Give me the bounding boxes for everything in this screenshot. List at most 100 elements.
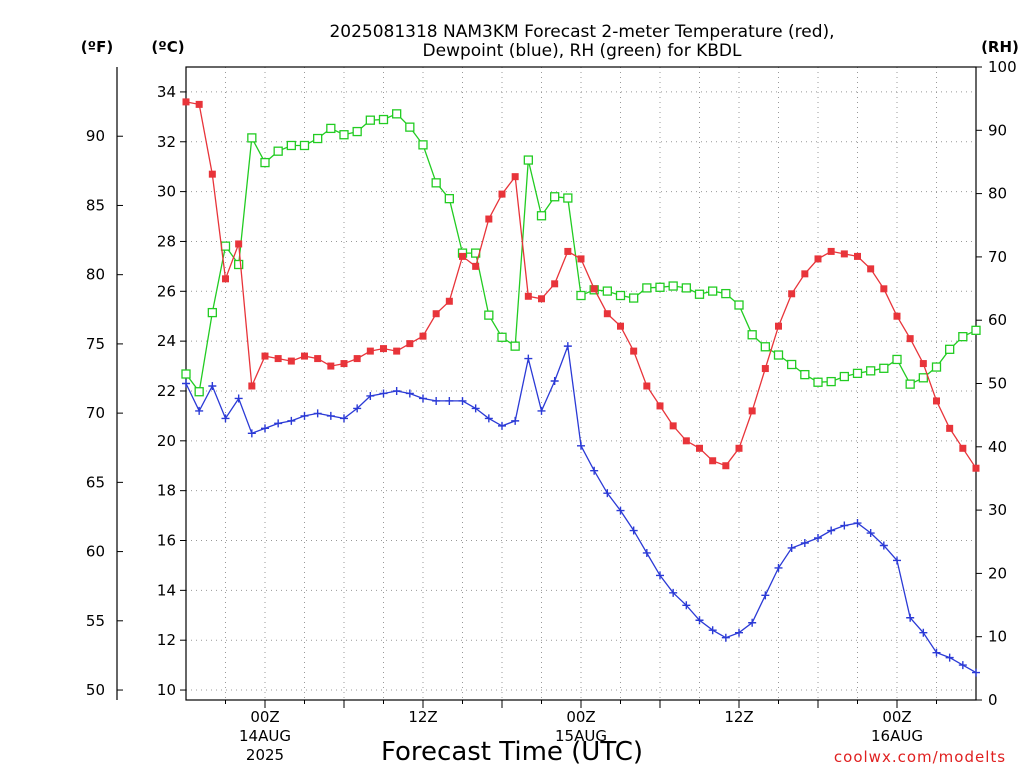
temperature-point (682, 437, 690, 445)
grid-lines (186, 67, 976, 700)
dewpoint-point (471, 404, 480, 413)
temperature-point (419, 332, 427, 340)
temperature-point (564, 247, 572, 255)
dewpoint-point (866, 529, 875, 538)
x-tick-label: 00Z (566, 708, 595, 726)
temperature-point (748, 407, 756, 415)
rh-point (918, 373, 928, 383)
dewpoint-point (340, 414, 348, 423)
dewpoint-point (721, 633, 730, 642)
dewpoint-point (642, 548, 651, 557)
rh-tick-label: 70 (988, 248, 1007, 266)
dewpoint-point (511, 416, 520, 425)
x-tick-label: 12Z (724, 708, 753, 726)
temperature-point (946, 424, 954, 432)
temperature-point (577, 255, 585, 263)
rh-point (392, 109, 402, 119)
left-c-axis: 10 12 14 16 18 20 22 24 26 28 30 32 34 (157, 83, 186, 699)
temperature-point (906, 335, 914, 343)
chart-title-line1: 2025081318 NAM3KM Forecast 2-meter Tempe… (329, 22, 834, 42)
dewpoint-point (616, 506, 625, 515)
c-tick-label: 20 (157, 432, 176, 450)
c-tick-label: 18 (157, 482, 176, 500)
dewpoint-point (537, 406, 546, 415)
rh-point (326, 123, 336, 134)
c-tick-label: 28 (157, 232, 176, 250)
dewpoint-point (300, 411, 309, 420)
temperature-point (669, 422, 677, 430)
x-tick-label: 12Z (408, 708, 437, 726)
temperature-point (867, 265, 875, 273)
rh-tick-label: 80 (988, 185, 1007, 203)
dewpoint-point (379, 389, 388, 398)
rh-point (339, 130, 349, 140)
celsius-unit-label: (ºC) (151, 38, 184, 56)
temperature-point (603, 310, 611, 318)
dewpoint-point (392, 386, 401, 395)
dewpoint-point (563, 342, 572, 351)
rh-point (668, 281, 678, 291)
temperature-point (630, 347, 638, 355)
dewpoint-point (274, 419, 283, 428)
rh-point (866, 366, 876, 376)
c-tick-label: 16 (157, 532, 176, 550)
rh-point (852, 368, 863, 379)
rh-point (747, 330, 757, 340)
temperature-point (459, 252, 466, 260)
temperature-point (643, 382, 651, 390)
rh-point (642, 283, 652, 293)
dewpoint-point (326, 411, 335, 420)
temperature-point (314, 355, 322, 363)
f-tick-label: 90 (86, 127, 105, 145)
rh-point (313, 133, 323, 144)
rh-point (800, 369, 810, 380)
rh-tick-label: 100 (988, 58, 1017, 76)
rh-point (629, 293, 639, 303)
rh-point (826, 376, 836, 387)
temperature-point (761, 365, 769, 373)
dewpoint-point (748, 618, 757, 627)
rh-point (444, 194, 454, 204)
rh-point (194, 387, 204, 397)
temperature-point (893, 312, 901, 320)
temperature-point (722, 462, 730, 470)
f-tick-label: 50 (86, 681, 105, 699)
temperature-point (551, 280, 559, 288)
temperature-point (235, 240, 243, 248)
plot-frame (185, 66, 977, 701)
dewpoint-point (234, 394, 243, 403)
temperature-point (432, 310, 440, 318)
c-tick-label: 24 (157, 332, 176, 350)
c-tick-label: 12 (157, 631, 176, 649)
rh-point (681, 283, 691, 293)
rh-point (273, 146, 283, 156)
rh-point (510, 341, 520, 351)
rh-point (760, 342, 770, 352)
rh-point (378, 114, 389, 125)
dewpoint-point (629, 526, 638, 535)
temperature-point (274, 355, 282, 363)
dewpoint-point (787, 543, 796, 552)
dewpoint-point (484, 414, 493, 423)
dewpoint-point (879, 541, 888, 550)
temperature-point (933, 397, 940, 405)
x-tick-label: 00Z (882, 708, 911, 726)
f-tick-label: 70 (86, 404, 105, 422)
temperature-point (590, 285, 598, 293)
dewpoint-point (445, 396, 454, 405)
dewpoint-point (590, 466, 599, 475)
x-tick-label: 00Z (250, 708, 279, 726)
temperature-point (261, 352, 269, 360)
temperature-point (472, 262, 480, 270)
temperature-point (393, 347, 401, 355)
rh-point (721, 288, 731, 299)
dewpoint-line (185, 345, 977, 674)
x-axis-label: Forecast Time (UTC) (381, 737, 643, 767)
rh-point (523, 155, 533, 165)
chart-title-line2: Dewpoint (blue), RH (green) for KBDL (423, 41, 742, 61)
rh-point (813, 377, 823, 387)
rh-point (839, 371, 849, 382)
rh-point (602, 286, 612, 296)
x-tick-date: 15AUG (555, 727, 607, 745)
